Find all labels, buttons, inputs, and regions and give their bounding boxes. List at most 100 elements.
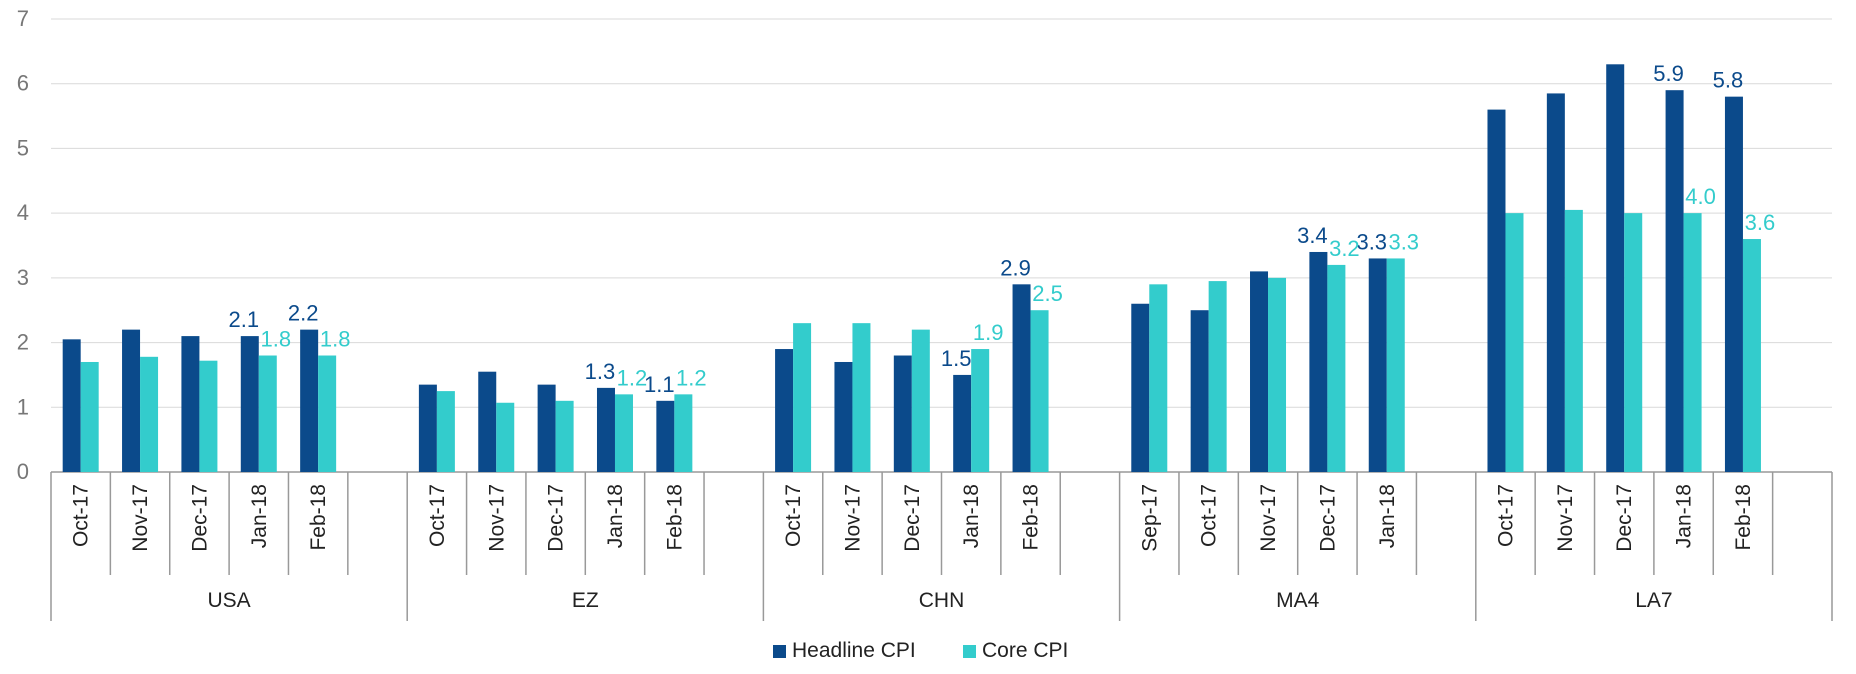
bar [1368, 258, 1387, 472]
bar [555, 400, 574, 472]
x-tick-label: Feb-18 [663, 484, 686, 551]
x-tick-label: Feb-18 [1020, 484, 1043, 551]
bar [496, 402, 515, 472]
x-tick-label: Feb-18 [307, 484, 330, 551]
bar [318, 355, 337, 472]
data-label: 3.3 [1388, 229, 1419, 254]
bar [953, 374, 972, 472]
bar [1327, 264, 1346, 472]
bar [1606, 64, 1625, 473]
bar [418, 384, 437, 472]
y-tick-label: 3 [17, 265, 29, 290]
bar [80, 361, 99, 472]
legend-swatch [963, 645, 976, 658]
data-label: 5.9 [1653, 61, 1684, 86]
bar [140, 356, 159, 472]
bar [1487, 109, 1506, 472]
bar [1030, 310, 1049, 472]
bar [1149, 284, 1168, 472]
data-label: 1.2 [676, 365, 707, 390]
bar [1386, 258, 1405, 472]
x-tick-label: Nov-17 [1257, 484, 1280, 552]
bar [258, 355, 277, 472]
group-label: USA [208, 589, 251, 612]
bar [793, 323, 812, 472]
bar [240, 336, 259, 472]
bar [971, 349, 990, 472]
y-tick-label: 5 [17, 135, 29, 160]
x-tick-label: Oct-17 [1198, 484, 1221, 547]
bar [1742, 239, 1761, 472]
bar [596, 387, 615, 472]
data-label: 1.3 [585, 359, 616, 384]
bar [1665, 90, 1684, 472]
bar [893, 355, 912, 472]
data-label: 4.0 [1685, 184, 1716, 209]
group-label: MA4 [1276, 589, 1320, 612]
x-tick-label: Dec-17 [901, 484, 924, 552]
bar [1624, 213, 1643, 472]
bar [181, 336, 200, 472]
legend-label: Headline CPI [792, 639, 916, 662]
data-label: 1.9 [973, 320, 1004, 345]
data-label: 3.3 [1356, 229, 1387, 254]
x-tick-label: Jan-18 [1376, 484, 1399, 548]
bar [436, 391, 455, 472]
bar [1268, 277, 1287, 472]
y-tick-label: 6 [17, 71, 29, 96]
bar [1190, 310, 1209, 472]
data-label: 3.2 [1329, 236, 1360, 261]
data-label: 2.5 [1032, 281, 1063, 306]
data-label: 5.8 [1713, 68, 1744, 93]
bar [300, 329, 319, 472]
y-tick-label: 2 [17, 330, 29, 355]
data-label: 3.6 [1745, 210, 1776, 235]
bar [775, 349, 794, 472]
x-tick-label: Dec-17 [1316, 484, 1339, 552]
data-label: 3.4 [1297, 223, 1328, 248]
bar [834, 361, 853, 472]
y-tick-label: 1 [17, 394, 29, 419]
y-tick-label: 0 [17, 459, 29, 484]
group-label: CHN [919, 589, 965, 612]
x-tick-label: Nov-17 [485, 484, 508, 552]
x-tick-label: Jan-18 [248, 484, 271, 548]
bar [1724, 96, 1743, 473]
bar [1131, 303, 1150, 472]
x-tick-label: Sep-17 [1138, 484, 1161, 552]
x-tick-label: Oct-17 [782, 484, 805, 547]
bar [478, 371, 497, 472]
x-tick-label: Jan-18 [604, 484, 627, 548]
bar [1505, 213, 1524, 472]
bar [199, 360, 218, 472]
x-tick-label: Oct-17 [426, 484, 449, 547]
x-tick-label: Dec-17 [545, 484, 568, 552]
bar [1012, 284, 1031, 472]
data-label: 2.1 [228, 307, 259, 332]
bar [62, 339, 81, 472]
data-label: 1.2 [617, 365, 648, 390]
x-tick-label: Nov-17 [1554, 484, 1577, 552]
bar [1546, 93, 1565, 473]
bar [1564, 209, 1583, 472]
bar [656, 400, 675, 472]
bar [1309, 251, 1328, 472]
group-label: EZ [572, 589, 599, 612]
x-tick-label: Nov-17 [129, 484, 152, 552]
x-tick-label: Nov-17 [841, 484, 864, 552]
data-label: 1.5 [941, 346, 972, 371]
data-label: 2.2 [288, 301, 319, 326]
y-tick-label: 7 [17, 6, 29, 31]
data-label: 1.1 [644, 372, 675, 397]
x-tick-label: Jan-18 [1673, 484, 1696, 548]
bar [537, 384, 556, 472]
legend-label: Core CPI [982, 639, 1068, 662]
x-tick-label: Jan-18 [960, 484, 983, 548]
x-tick-label: Dec-17 [1613, 484, 1636, 552]
y-tick-label: 4 [17, 200, 29, 225]
legend-swatch [773, 645, 786, 658]
bar [1208, 281, 1227, 472]
group-label: LA7 [1635, 589, 1672, 612]
data-label: 1.8 [260, 327, 291, 352]
